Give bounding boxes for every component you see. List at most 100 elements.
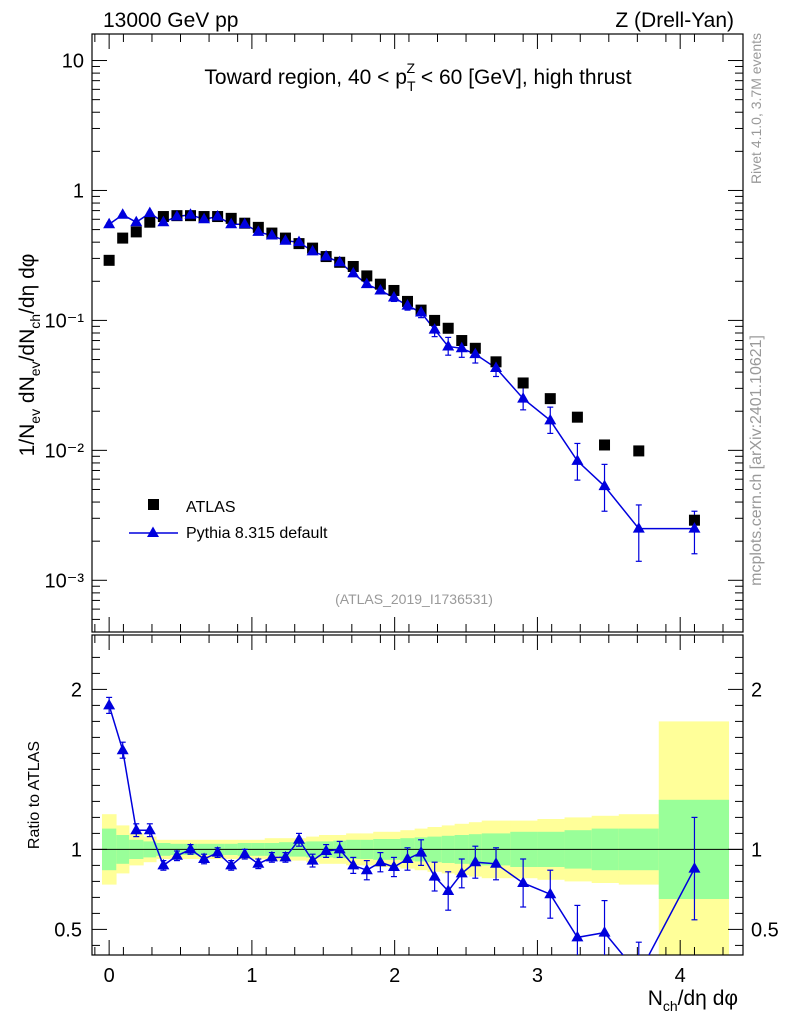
atlas-point [599,439,611,451]
pythia-point [279,234,292,245]
pythia-point [157,215,170,227]
pythia-point [225,217,238,229]
atlas-point [456,335,468,347]
atlas-point [361,270,373,282]
ratio-point [252,857,265,868]
ratio-ylabel: Ratio to ATLAS [26,741,43,849]
atlas-point [688,514,700,526]
ratio-point [306,854,319,865]
pythia-point [428,323,441,334]
ratio-ytick-label: 2 [71,679,82,701]
ratio-ytick-label: 1 [71,839,82,861]
ratio-panel: 2 2 1 1 0.5 0.5 0 1 2 3 4 [54,634,779,987]
main-ytick-label: 10⁻¹ [45,310,85,332]
ratio-ytick-label-right: 1 [751,839,762,861]
atlas-point [442,322,454,334]
ratio-point [544,887,557,899]
ratio-point [143,823,156,835]
ratio-point [598,926,611,937]
ratio-point [374,855,387,867]
ratio-ytick-label-right: 2 [751,679,762,701]
pythia-point [320,250,333,261]
ratio-point [170,849,183,860]
ratio-point [293,833,306,844]
atlas-point [517,377,529,389]
pythia-point [490,361,503,373]
main-frame [91,33,744,633]
pythia-point [143,206,156,218]
ratio-xtick-label: 1 [246,965,257,987]
pythia-point [401,299,414,310]
ratio-point [455,866,468,878]
pythia-point [455,341,468,353]
pythia-point [544,413,557,425]
legend-atlas-label: ATLAS [186,499,236,516]
pythia-point [116,208,129,219]
pythia-point [632,522,645,533]
main-panel: 10 1 10⁻¹ 10⁻² 10⁻³ [45,33,744,633]
analysis-watermark: (ATLAS_2019_I1736531) [335,591,493,607]
rivet-label: Rivet 4.1.0, 3.7M events [748,33,764,184]
atlas-point [347,260,359,272]
pythia-point [198,212,211,224]
atlas-point [388,284,400,296]
main-ytick-label: 10⁻³ [45,570,85,592]
pythia-point [306,244,319,256]
ratio-xtick-label: 2 [389,965,400,987]
pythia-point [360,277,373,289]
ratio-point [517,876,530,887]
ratio-point [387,860,400,871]
main-ytick-label: 10⁻² [45,440,85,462]
legend: ATLAS Pythia 8.315 default [129,499,328,542]
ratio-xtick-label: 4 [675,965,686,987]
plot-title-post: < 60 [GeV], high thrust [415,66,632,89]
pythia-point [442,339,455,351]
ratio-ytick-label: 0.5 [54,919,82,941]
atlas-point [429,314,441,326]
ratio-xtick-label: 3 [532,965,543,987]
ratio-point [279,850,292,862]
ratio-point [428,870,441,881]
pythia-line [108,212,695,530]
ratio-point [225,858,238,870]
main-ylabel: 1/Nev dNev/dNch/dη dφ [16,254,43,457]
atlas-point [571,411,583,423]
main-ytick-label: 10 [62,51,84,73]
atlas-point [117,232,129,244]
pythia-point [170,210,183,221]
ratio-point [103,698,116,710]
atlas-point [103,254,115,266]
mcplots-label: mcplots.cern.ch [arXiv:2401.10621] [748,335,765,586]
ratio-point [490,857,503,868]
atlas-point [544,393,556,405]
ratio-xtick-label: 0 [104,965,115,987]
ratio-point [442,884,455,895]
pythia-point [184,208,197,219]
ratio-point [238,847,251,859]
ratio-point [360,863,373,875]
pythia-point [211,210,224,221]
pythia-point [333,255,346,267]
ratio-point [198,852,211,863]
ratio-point [688,862,701,873]
pythia-point [238,217,251,229]
pythia-point [598,479,611,491]
pythia-point [252,225,265,236]
pythia-point [103,217,116,229]
legend-atlas-marker [148,499,159,510]
ratio-point [265,850,278,862]
ratio-point [469,855,482,867]
pythia-point [265,229,278,240]
plot-title-sub: T [407,78,416,94]
pythia-point [688,522,701,533]
ratio-point [157,858,170,870]
pythia-point [374,283,387,295]
atlas-point [130,226,142,238]
pythia-point [469,347,482,359]
ratio-point [333,842,346,854]
ratio-point [184,842,197,854]
pythia-point [293,235,306,247]
ratio-series [103,696,701,955]
pythia-point [387,291,400,302]
